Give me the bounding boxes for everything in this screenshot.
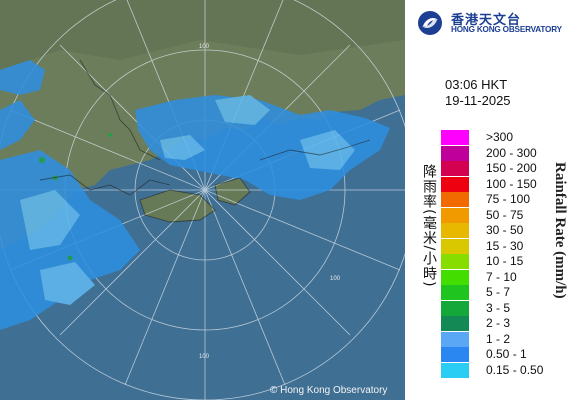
island-hk xyxy=(215,178,250,205)
legend-label: 2 - 3 xyxy=(486,316,511,330)
legend-label: 75 - 100 xyxy=(486,192,531,206)
land-shadow xyxy=(0,0,405,70)
legend-swatch xyxy=(441,269,469,285)
legend-swatch xyxy=(441,223,469,238)
ring-label-north: 100 xyxy=(199,44,210,50)
legend-label: 15 - 30 xyxy=(486,238,524,253)
legend-swatch xyxy=(441,254,469,269)
legend-swatch xyxy=(441,161,469,176)
legend-title-en: Rainfall Rate (mm/h) xyxy=(552,162,568,299)
rain-echoes xyxy=(0,60,390,330)
legend-swatch xyxy=(441,362,469,378)
legend-label: 50 - 75 xyxy=(486,207,524,222)
legend-label: 150 - 200 xyxy=(486,161,537,175)
legend-label: >300 xyxy=(486,130,514,144)
legend-label: 7 - 10 xyxy=(486,269,517,284)
legend-swatch xyxy=(441,176,469,192)
radar-map: 100 100 100 © Hong Kong Observa xyxy=(0,0,405,400)
legend-title-zh: 降雨率(毫米/小時) xyxy=(421,164,437,288)
legend-swatch xyxy=(441,300,469,316)
legend-swatch xyxy=(441,238,469,254)
copyright-text: © Hong Kong Observatory xyxy=(270,385,388,396)
legend-swatch xyxy=(441,207,469,223)
legend-swatch xyxy=(441,331,469,347)
legend-swatch xyxy=(441,145,469,161)
island-lantau xyxy=(140,190,215,222)
legend-swatch xyxy=(441,130,469,145)
legend-swatch xyxy=(441,316,469,331)
legend-swatch xyxy=(441,347,469,362)
observatory-logo: 香港天文台 HONG KONG OBSERVATORY xyxy=(413,6,577,38)
timestamp-date: 19-11-2025 xyxy=(445,93,511,108)
legend-panel: 香港天文台 HONG KONG OBSERVATORY 03:06 HKT 19… xyxy=(405,0,577,400)
legend-label: 1 - 2 xyxy=(486,331,511,346)
legend-label: 0.50 - 1 xyxy=(486,347,527,361)
legend-label: 10 - 15 xyxy=(486,254,524,268)
timestamp-time: 03:06 HKT xyxy=(445,77,508,92)
brand-name-zh: 香港天文台 xyxy=(451,13,522,28)
legend-label: 200 - 300 xyxy=(486,145,537,160)
legend-label: 0.15 - 0.50 xyxy=(486,362,544,377)
timestamp: 03:06 HKT 19-11-2025 xyxy=(445,77,511,109)
ring-label-east: 100 xyxy=(330,276,341,282)
observatory-emblem-icon xyxy=(418,11,442,35)
legend-swatch xyxy=(441,192,469,207)
legend-label: 100 - 150 xyxy=(486,176,537,191)
radar-map-graphic: 100 100 100 xyxy=(0,0,405,400)
legend-label: 3 - 5 xyxy=(486,300,511,315)
ring-label-south: 100 xyxy=(199,354,210,360)
brand-name-en: HONG KONG OBSERVATORY xyxy=(451,25,562,34)
legend-label: 5 - 7 xyxy=(486,285,511,299)
coastlines xyxy=(39,59,371,223)
legend-label: 30 - 50 xyxy=(486,223,524,237)
legend-swatch xyxy=(441,285,469,300)
